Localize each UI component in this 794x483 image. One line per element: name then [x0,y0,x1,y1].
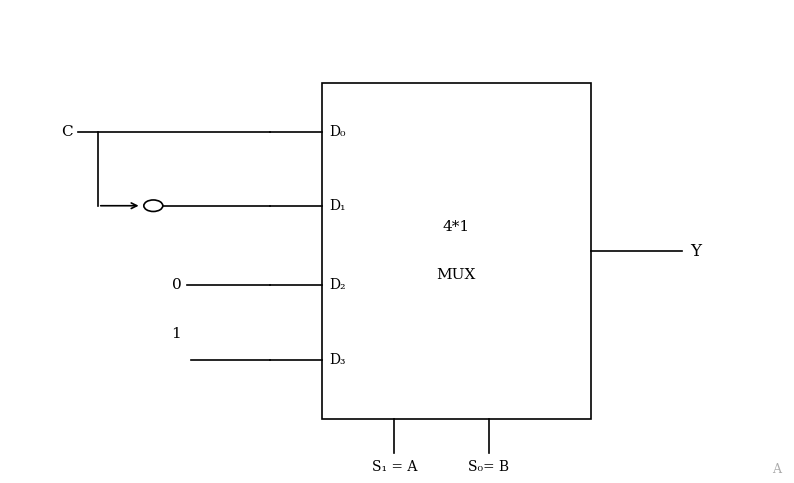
Text: Y: Y [690,242,701,259]
Text: A: A [772,463,781,476]
Text: 0: 0 [172,278,181,292]
Text: D₁: D₁ [330,199,346,213]
Text: MUX: MUX [437,268,476,282]
Text: 4*1: 4*1 [443,220,470,234]
Text: D₀: D₀ [330,125,346,139]
Text: D₃: D₃ [330,354,346,368]
Text: 1: 1 [172,327,181,341]
Text: S₁ = A: S₁ = A [372,460,417,474]
Bar [322,83,591,419]
Circle shape [144,200,163,212]
Text: D₂: D₂ [330,278,346,292]
Text: S₀= B: S₀= B [468,460,509,474]
Text: C: C [60,125,72,139]
